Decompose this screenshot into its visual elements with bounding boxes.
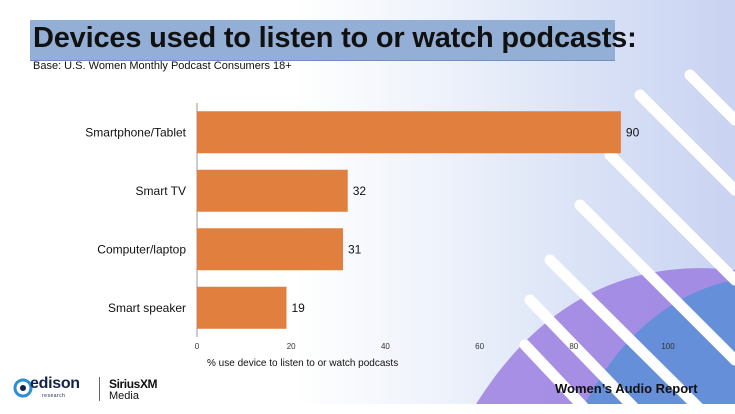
bar-0 <box>197 111 621 154</box>
bar-2 <box>197 228 344 271</box>
edison-logo-subtext: research <box>42 393 66 399</box>
data-label: 32 <box>353 184 367 198</box>
data-label: 31 <box>348 242 362 256</box>
edison-logo-text: edison <box>30 375 80 392</box>
chart-subtitle: Base: U.S. Women Monthly Podcast Consume… <box>33 60 292 72</box>
x-tick-label: 20 <box>287 342 296 351</box>
siriusxm-logo-text: SiriusXM <box>109 377 158 391</box>
x-tick-label: 0 <box>195 342 200 351</box>
x-tick-label: 100 <box>661 342 675 351</box>
category-label: Computer/laptop <box>97 242 186 256</box>
category-label: Smart speaker <box>108 301 186 315</box>
x-tick-label: 60 <box>475 342 484 351</box>
background-stripes <box>519 69 735 414</box>
footer-strip <box>0 404 735 414</box>
data-label: 19 <box>291 301 305 315</box>
bar-1 <box>197 169 348 212</box>
bar-3 <box>197 286 287 329</box>
report-name: Women’s Audio Report <box>555 381 698 396</box>
x-axis-label: % use device to listen to or watch podca… <box>207 358 398 369</box>
siriusxm-logo-subtext: Media <box>109 390 139 402</box>
x-tick-label: 80 <box>569 342 578 351</box>
logo-divider <box>99 377 100 401</box>
edison-logo-icon <box>13 378 33 398</box>
title-highlight: Devices used to listen to or watch podca… <box>30 20 637 61</box>
category-label: Smartphone/Tablet <box>85 125 186 139</box>
x-tick-label: 40 <box>381 342 390 351</box>
chart-title: Devices used to listen to or watch podca… <box>33 22 637 54</box>
category-label: Smart TV <box>136 184 186 198</box>
data-label: 90 <box>626 125 640 139</box>
